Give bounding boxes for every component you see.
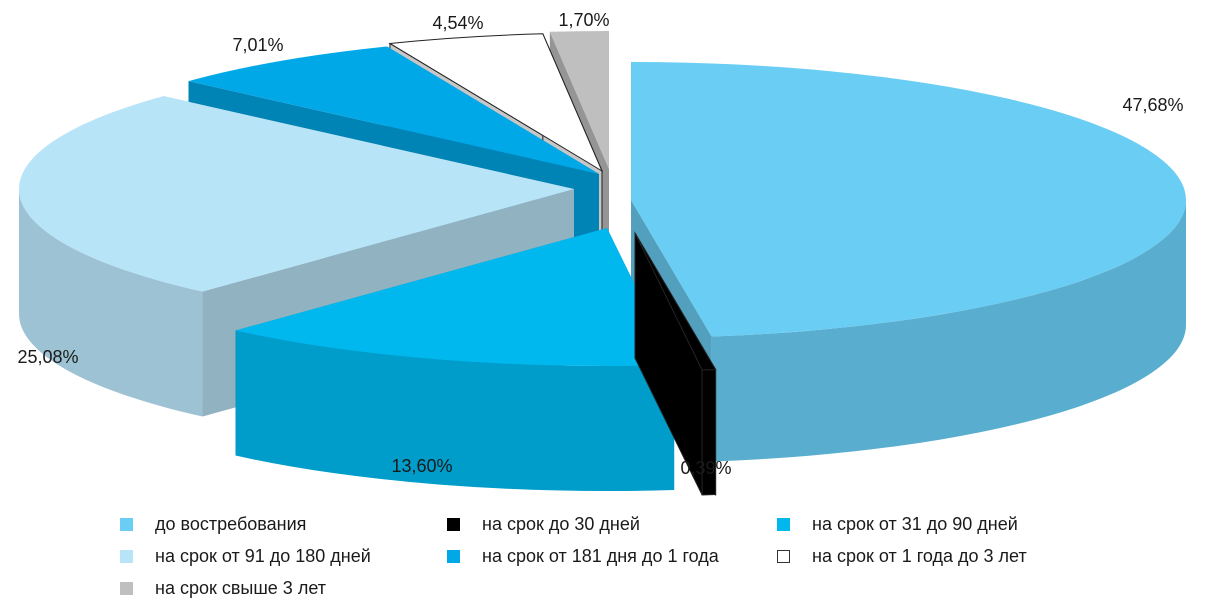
legend: до востребования на срок до 30 дней на с…	[120, 512, 1200, 600]
legend-swatch	[120, 581, 133, 595]
legend-label: на срок от 91 до 180 дней	[155, 545, 371, 566]
slice-top	[188, 46, 599, 175]
legend-item: на срок от 1 года до 3 лет	[777, 544, 1137, 568]
data-label: 1,70%	[558, 10, 609, 30]
legend-item: на срок от 91 до 180 дней	[120, 544, 447, 568]
data-label: 4,54%	[432, 13, 483, 33]
slice-top	[631, 62, 1187, 337]
legend-label: до востребования	[155, 513, 307, 534]
slice-top	[388, 33, 604, 173]
data-label: 25,08%	[17, 347, 78, 367]
slice-top	[549, 31, 609, 169]
data-label: 0,39%	[680, 458, 731, 478]
slice-outer-wall	[235, 330, 675, 491]
slice-outer-wall	[19, 189, 203, 417]
legend-item: на срок свыше 3 лет	[120, 576, 447, 600]
legend-label: на срок от 1 года до 3 лет	[812, 545, 1027, 566]
legend-label: на срок свыше 3 лет	[155, 577, 326, 598]
slice-top	[634, 232, 717, 371]
legend-swatch	[447, 549, 460, 563]
legend-label: на срок от 31 до 90 дней	[812, 513, 1018, 534]
legend-swatch	[120, 549, 133, 563]
data-label: 47,68%	[1122, 95, 1183, 115]
pie-slice	[235, 228, 675, 491]
data-label: 13,60%	[391, 456, 452, 476]
legend-swatch	[777, 517, 790, 531]
legend-swatch	[120, 517, 133, 531]
legend-item: до востребования	[120, 512, 447, 536]
slice-outer-wall	[711, 200, 1186, 462]
legend-label: на срок от 181 дня до 1 года	[482, 545, 719, 566]
legend-swatch	[777, 549, 790, 563]
legend-swatch	[447, 517, 460, 531]
legend-label: на срок до 30 дней	[482, 513, 640, 534]
legend-item: на срок от 181 дня до 1 года	[447, 544, 777, 568]
pie-slice	[634, 231, 717, 497]
legend-item: на срок от 31 до 90 дней	[777, 512, 1137, 536]
legend-item: на срок до 30 дней	[447, 512, 777, 536]
slice-top	[19, 96, 575, 292]
slice-top	[235, 228, 675, 366]
data-label: 7,01%	[232, 35, 283, 55]
